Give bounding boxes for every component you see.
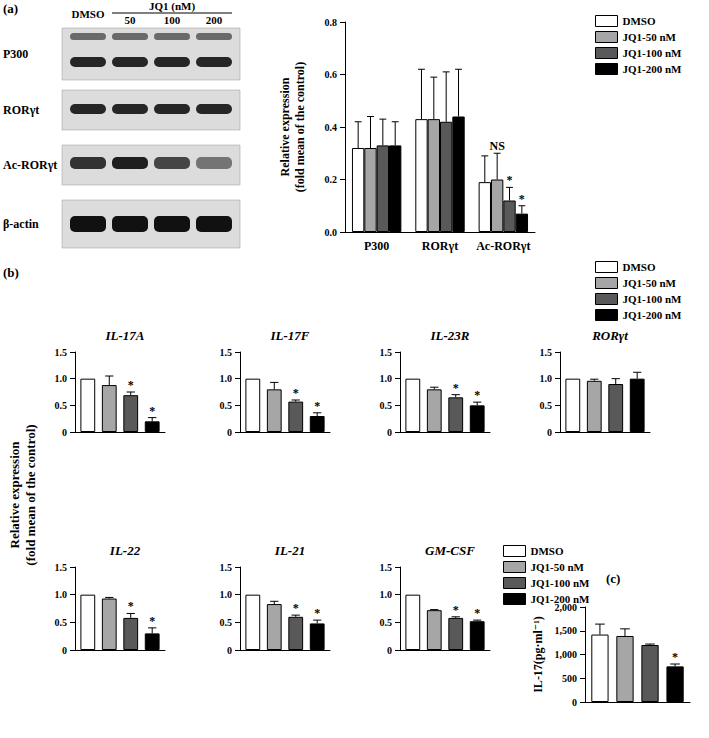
svg-text:*: * <box>474 388 480 402</box>
svg-text:NS: NS <box>489 139 505 153</box>
svg-text:JQ1-200 nM: JQ1-200 nM <box>531 593 591 605</box>
svg-text:*: * <box>128 599 134 613</box>
svg-text:(c): (c) <box>606 571 620 586</box>
svg-text:1.0: 1.0 <box>220 373 233 384</box>
svg-text:1.0: 1.0 <box>55 373 68 384</box>
svg-text:*: * <box>474 606 480 620</box>
svg-text:1.5: 1.5 <box>380 347 393 358</box>
svg-text:DMSO: DMSO <box>623 15 656 27</box>
svg-text:JQ1-50 nM: JQ1-50 nM <box>623 31 677 43</box>
svg-text:1.0: 1.0 <box>220 589 233 600</box>
svg-text:0.0: 0.0 <box>325 227 338 238</box>
svg-text:*: * <box>672 650 678 664</box>
svg-text:IL-17A: IL-17A <box>105 328 145 343</box>
svg-text:1.5: 1.5 <box>220 347 233 358</box>
svg-text:0.5: 0.5 <box>220 400 233 411</box>
svg-text:IL-17(pg·ml⁻¹): IL-17(pg·ml⁻¹) <box>531 616 545 693</box>
svg-text:JQ1-50 nM: JQ1-50 nM <box>623 277 677 289</box>
svg-text:*: * <box>453 603 459 617</box>
svg-text:0: 0 <box>387 427 392 438</box>
svg-text:1,500: 1,500 <box>555 625 578 636</box>
svg-text:*: * <box>314 399 320 413</box>
svg-text:*: * <box>453 381 459 395</box>
svg-text:JQ1-100 nM: JQ1-100 nM <box>623 293 683 305</box>
svg-text:IL-23R: IL-23R <box>430 328 470 343</box>
svg-text:0.5: 0.5 <box>55 617 68 628</box>
svg-text:0.5: 0.5 <box>55 400 68 411</box>
svg-text:(a): (a) <box>3 1 18 16</box>
svg-text:2,000: 2,000 <box>554 601 577 613</box>
svg-text:RORγt: RORγt <box>422 239 458 253</box>
svg-text:(b): (b) <box>3 265 19 280</box>
svg-text:GM-CSF: GM-CSF <box>425 543 475 558</box>
svg-text:100: 100 <box>164 14 181 26</box>
svg-text:*: * <box>507 173 513 187</box>
svg-text:1.5: 1.5 <box>220 562 233 573</box>
svg-text:IL-21: IL-21 <box>274 543 305 558</box>
svg-text:0.5: 0.5 <box>220 617 233 628</box>
svg-text:*: * <box>149 614 155 628</box>
svg-text:0: 0 <box>227 645 232 656</box>
svg-text:P300: P300 <box>364 239 389 253</box>
svg-text:1.0: 1.0 <box>380 589 393 600</box>
svg-text:0: 0 <box>572 697 577 708</box>
svg-text:0: 0 <box>387 645 392 656</box>
svg-text:RORγt: RORγt <box>3 103 39 117</box>
svg-text:0.6: 0.6 <box>325 69 338 80</box>
svg-text:JQ1-100 nM: JQ1-100 nM <box>623 47 683 59</box>
svg-text:1.0: 1.0 <box>55 589 68 600</box>
svg-text:JQ1-200 nM: JQ1-200 nM <box>623 63 683 75</box>
svg-text:0: 0 <box>62 427 67 438</box>
svg-text:Relative expression: Relative expression <box>278 77 292 176</box>
svg-text:1.5: 1.5 <box>540 347 553 358</box>
svg-text:0: 0 <box>547 427 552 438</box>
svg-text:1.5: 1.5 <box>55 347 68 358</box>
svg-text:0: 0 <box>62 645 67 656</box>
svg-text:0: 0 <box>227 427 232 438</box>
svg-text:Ac-RORγt: Ac-RORγt <box>3 158 57 172</box>
svg-text:200: 200 <box>206 14 223 26</box>
svg-text:0.5: 0.5 <box>380 400 393 411</box>
svg-text:500: 500 <box>562 673 577 684</box>
svg-text:0.2: 0.2 <box>325 174 338 185</box>
svg-text:*: * <box>149 404 155 418</box>
svg-text:*: * <box>293 386 299 400</box>
svg-text:RORγt: RORγt <box>591 328 628 343</box>
svg-text:0.4: 0.4 <box>325 122 338 133</box>
svg-text:DMSO: DMSO <box>531 545 564 557</box>
svg-text:Ac-RORγt: Ac-RORγt <box>476 239 530 253</box>
svg-text:50: 50 <box>125 14 137 26</box>
svg-text:0.5: 0.5 <box>540 400 553 411</box>
svg-text:0.5: 0.5 <box>380 617 393 628</box>
svg-text:1.0: 1.0 <box>380 373 393 384</box>
svg-text:*: * <box>314 606 320 620</box>
svg-text:*: * <box>293 601 299 615</box>
svg-text:*: * <box>128 378 134 392</box>
svg-text:JQ1-200 nM: JQ1-200 nM <box>623 309 683 321</box>
svg-text:Relative expression: Relative expression <box>7 441 22 549</box>
svg-text:*: * <box>519 192 525 206</box>
svg-text:JQ1-100 nM: JQ1-100 nM <box>531 577 591 589</box>
svg-text:DMSO: DMSO <box>623 261 656 273</box>
svg-text:1.0: 1.0 <box>540 373 553 384</box>
svg-text:1.5: 1.5 <box>55 562 68 573</box>
svg-text:JQ1-50 nM: JQ1-50 nM <box>531 561 585 573</box>
svg-text:1,000: 1,000 <box>555 649 578 660</box>
svg-text:JQ1 (nM): JQ1 (nM) <box>149 0 195 13</box>
svg-text:IL-22: IL-22 <box>109 543 141 558</box>
svg-text:(fold mean of the control): (fold mean of the control) <box>23 424 38 565</box>
svg-text:P300: P300 <box>3 47 28 61</box>
svg-text:DMSO: DMSO <box>72 8 105 20</box>
svg-text:β-actin: β-actin <box>3 217 39 231</box>
svg-text:IL-17F: IL-17F <box>270 328 310 343</box>
svg-text:1.5: 1.5 <box>380 562 393 573</box>
svg-text:(fold mean of the control): (fold mean of the control) <box>293 62 307 192</box>
svg-text:0.8: 0.8 <box>325 17 338 28</box>
